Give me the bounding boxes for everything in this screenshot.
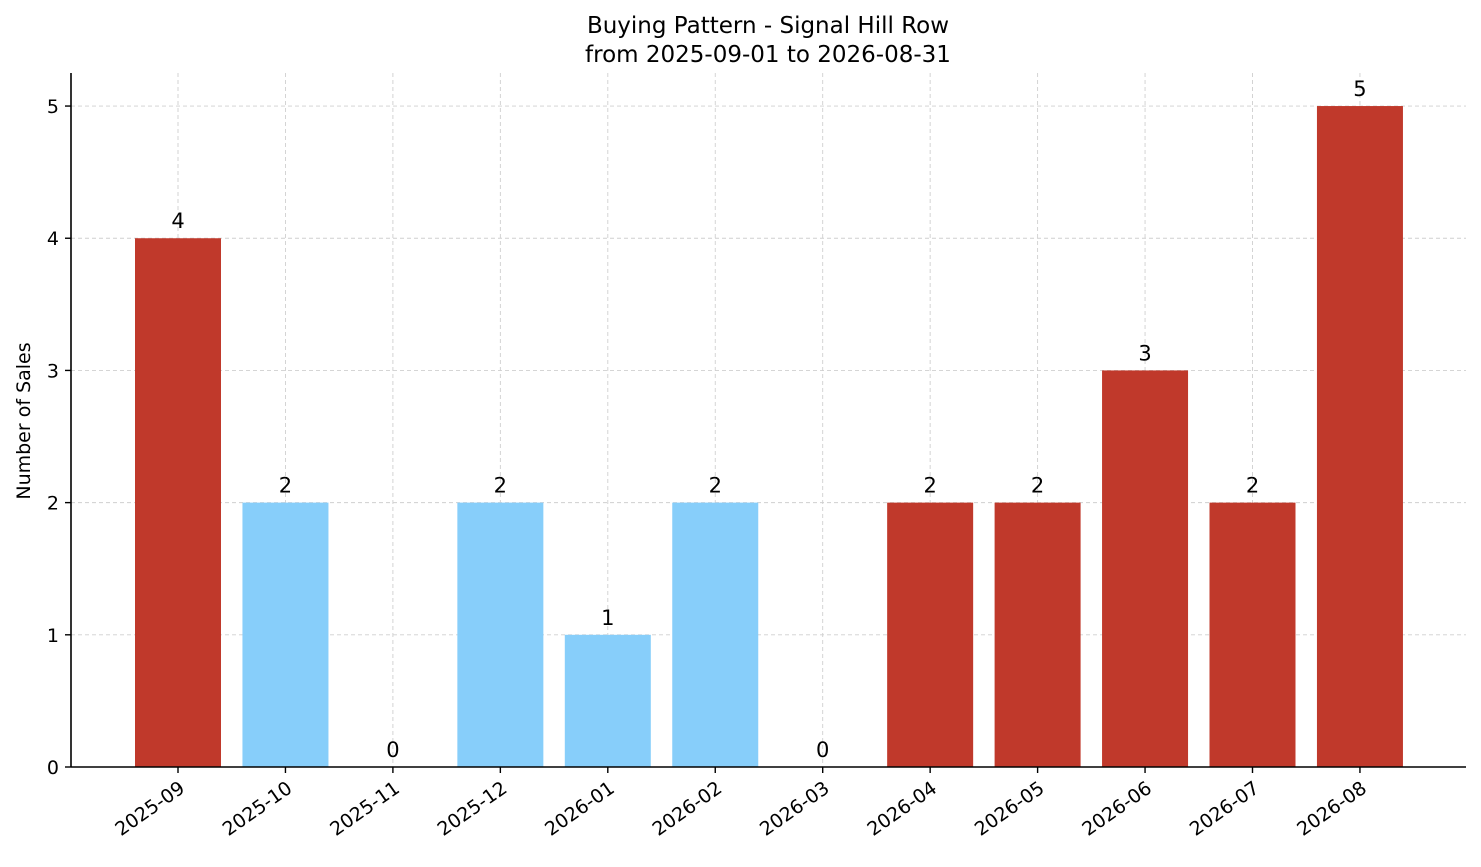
data-label-2026-02: 2	[709, 474, 722, 498]
y-tick-label: 1	[47, 625, 59, 647]
data-label-2026-01: 1	[601, 606, 614, 630]
x-tick-label-2026-08: 2026-08	[1293, 777, 1371, 841]
bar-2026-04	[887, 502, 974, 767]
x-tick-label-2025-11: 2025-11	[326, 777, 404, 841]
bar-2025-09	[135, 238, 221, 767]
bar-2026-07	[1209, 502, 1296, 767]
x-tick-label-2026-04: 2026-04	[863, 777, 941, 841]
data-label-2025-11: 0	[386, 738, 399, 762]
chart-subtitle: from 2025-09-01 to 2026-08-31	[585, 42, 951, 68]
x-tick-label-2025-09: 2025-09	[111, 777, 189, 841]
data-label-2026-08: 5	[1353, 77, 1366, 101]
data-label-2026-04: 2	[923, 474, 936, 498]
y-axis-label: Number of Sales	[13, 342, 35, 499]
y-tick-label: 3	[47, 360, 59, 382]
x-tick-labels: 2025-09 2025-10 2025-11 2025-12 2026-01 2026-…	[111, 767, 1371, 841]
bars	[135, 106, 1403, 768]
x-tick-label-2026-02: 2026-02	[648, 777, 726, 841]
x-tick-label-2026-03: 2026-03	[756, 777, 834, 841]
x-tick-label-2025-12: 2025-12	[434, 777, 512, 841]
data-label-2025-10: 2	[279, 474, 292, 498]
bar-2026-05	[994, 502, 1081, 767]
data-label-2026-05: 2	[1031, 474, 1044, 498]
x-tick-label-2026-07: 2026-07	[1186, 777, 1264, 841]
bar-2026-06	[1102, 370, 1189, 767]
bar-2026-08	[1316, 106, 1403, 768]
y-tick-label: 0	[47, 757, 59, 779]
x-tick-label-2026-01: 2026-01	[541, 777, 619, 841]
data-label-2025-09: 4	[171, 209, 184, 233]
axes	[70, 73, 1466, 768]
data-label-2026-06: 3	[1138, 341, 1151, 365]
x-tick-label-2026-06: 2026-06	[1078, 777, 1156, 841]
x-tick-label-2025-10: 2025-10	[219, 777, 297, 841]
y-tick-label: 2	[47, 493, 59, 515]
bar-2026-01	[564, 634, 651, 767]
x-tick-label-2026-05: 2026-05	[971, 777, 1049, 841]
data-label-2025-12: 2	[494, 474, 507, 498]
y-tick-label: 4	[47, 228, 59, 250]
y-tick-label: 5	[47, 96, 59, 118]
bar-2026-02	[672, 502, 759, 767]
data-label-2026-07: 2	[1246, 474, 1259, 498]
data-labels: 4 2 0 2 1 2 0 2 2 3 2 5	[171, 77, 1366, 762]
data-label-2026-03: 0	[816, 738, 829, 762]
bar-2025-12	[457, 502, 544, 767]
y-tick-labels: 0 1 2 3 4 5	[47, 96, 71, 779]
bar-2025-10	[242, 502, 329, 767]
chart-title: Buying Pattern - Signal Hill Row	[587, 13, 949, 39]
